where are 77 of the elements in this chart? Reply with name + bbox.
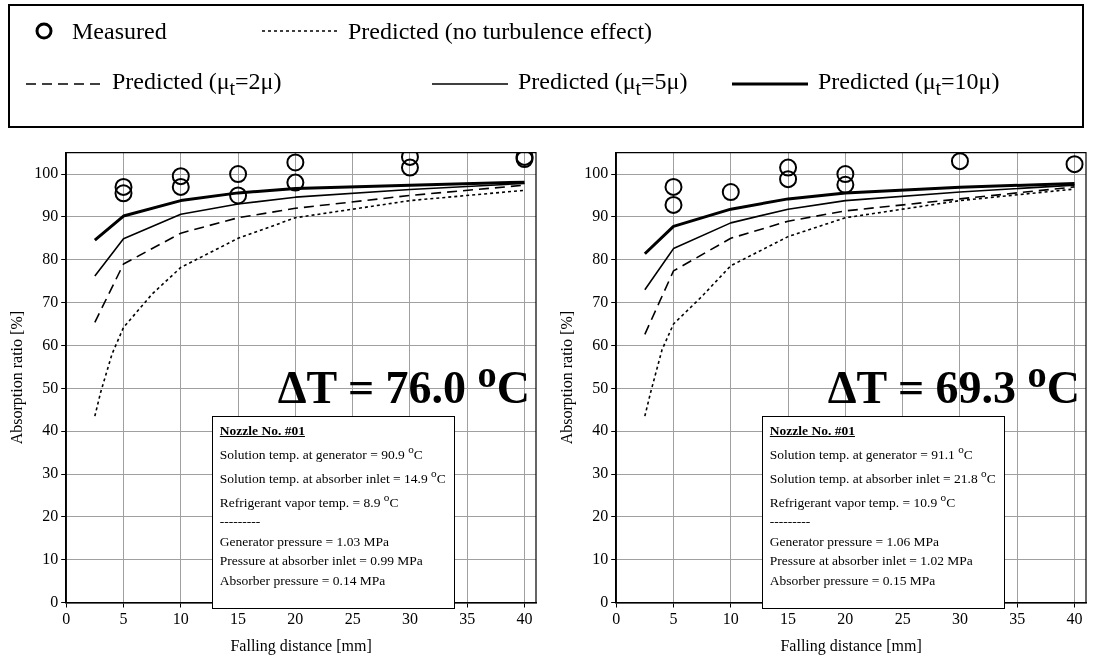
annotation: Pressure at absorber inlet = 1.02 MPa [769, 552, 974, 571]
y-tick-label: 60 [42, 335, 59, 353]
annotation: --------- [769, 513, 812, 532]
y-tick-label: 50 [42, 378, 59, 396]
y-tick-label: 10 [42, 549, 59, 567]
annotation: ΔT = 69.3 $^{o}$C [827, 353, 1080, 414]
y-tick-label: 30 [592, 464, 609, 482]
x-tick-label: 15 [230, 610, 247, 628]
point [779, 170, 798, 189]
y-tick-label: 60 [592, 335, 609, 353]
line-series [94, 189, 526, 417]
y-tick-label: 50 [592, 378, 609, 396]
annotation: Refrigerant vapor temp. = 8.9 $^{o}$C [219, 490, 400, 512]
annotation: Generator pressure = 1.06 MPa [769, 532, 941, 551]
annotation: Absorber pressure = 0.15 MPa [769, 571, 937, 590]
y-tick-label: 70 [42, 292, 59, 310]
annotation: Pressure at absorber inlet = 0.99 MPa [219, 552, 424, 571]
x-tick-label: 35 [1009, 610, 1026, 628]
x-tick-label: 10 [172, 610, 189, 628]
annotation: --------- [219, 513, 262, 532]
x-tick-label: 40 [1066, 610, 1083, 628]
y-tick-label: 10 [592, 549, 609, 567]
point [950, 152, 969, 171]
x-tick-label: 35 [459, 610, 476, 628]
x-tick-label: 5 [669, 610, 678, 628]
point [721, 183, 740, 202]
legend-label: Measured [72, 17, 167, 45]
annotation: Nozzle No. #01 [769, 421, 856, 440]
annotation: Nozzle No. #01 [219, 421, 306, 440]
y-tick-label: 80 [592, 249, 609, 267]
y-tick-label: 90 [592, 207, 609, 225]
point [664, 177, 683, 196]
legend-label: Predicted (μ$_{t}$=2μ) [112, 68, 282, 100]
y-tick-label: 40 [592, 421, 609, 439]
annotation: Refrigerant vapor temp. = 10.9 $^{o}$C [769, 490, 957, 512]
annotation: Solution temp. at absorber inlet = 21.8 $^{o}$C [769, 466, 996, 488]
x-tick-label: 40 [516, 610, 533, 628]
y-tick-label: 40 [42, 421, 59, 439]
x-tick-label: 0 [612, 610, 621, 628]
x-tick-label: 10 [722, 610, 739, 628]
annotation: Solution temp. at generator = 90.9 $^{o}$C [219, 442, 424, 464]
y-tick-label: 20 [42, 507, 59, 525]
y-tick-label: 90 [42, 207, 59, 225]
x-axis-title: Falling distance [mm] [780, 636, 922, 655]
point [664, 195, 683, 214]
x-tick-label: 0 [62, 610, 71, 628]
x-tick-label: 25 [344, 610, 361, 628]
y-tick-label: 80 [42, 249, 59, 267]
legend-label: Predicted (no turbulence effect) [348, 17, 653, 45]
y-axis-title: Absorption ratio [%] [557, 310, 576, 445]
annotation: Solution temp. at generator = 91.1 $^{o}$C [769, 442, 974, 464]
x-tick-label: 15 [780, 610, 797, 628]
x-tick-label: 30 [951, 610, 968, 628]
annotation: Solution temp. at absorber inlet = 14.9 $^{o}$C [219, 466, 446, 488]
x-tick-label: 30 [401, 610, 418, 628]
point [836, 165, 855, 184]
annotation: Generator pressure = 1.03 MPa [219, 532, 391, 551]
y-tick-label: 0 [600, 592, 609, 610]
legend-label: Predicted (μ$_{t}$=10μ) [818, 68, 1000, 100]
y-axis-title: Absorption ratio [%] [7, 310, 26, 445]
y-tick-label: 70 [592, 292, 609, 310]
y-tick-label: 20 [592, 507, 609, 525]
legend-label: Predicted (μ$_{t}$=5μ) [518, 68, 688, 100]
point [1065, 155, 1084, 174]
annotation: Absorber pressure = 0.14 MPa [219, 571, 387, 590]
y-tick-label: 30 [42, 464, 59, 482]
y-tick-label: 0 [50, 592, 59, 610]
point [779, 158, 798, 177]
x-axis-title: Falling distance [mm] [230, 636, 372, 655]
annotation: ΔT = 76.0 $^{o}$C [277, 353, 530, 414]
x-tick-label: 20 [837, 610, 854, 628]
point [836, 175, 855, 194]
x-tick-label: 25 [894, 610, 911, 628]
x-tick-label: 5 [119, 610, 128, 628]
y-tick-label: 100 [584, 164, 609, 182]
y-tick-label: 100 [34, 164, 59, 182]
x-tick-label: 20 [287, 610, 304, 628]
